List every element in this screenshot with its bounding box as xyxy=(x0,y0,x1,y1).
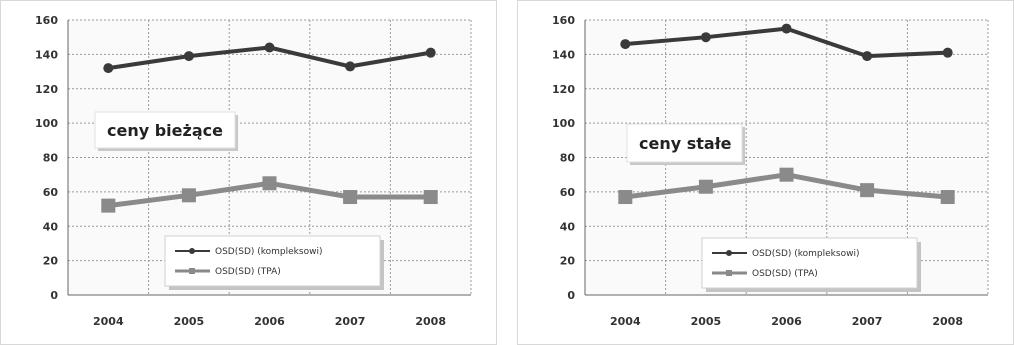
legend-entry: OSD(SD) (kompleksowi) xyxy=(752,249,859,259)
y-tick-label: 160 xyxy=(35,14,58,27)
chart-constant-prices: 0 20 40 60 80 100 120 140 160 2004 2005 2006 2007 200… xyxy=(517,0,1014,345)
data-point xyxy=(618,190,633,205)
chart-current-prices: 0 20 40 60 80 100 120 140 160 2004 2005 2006 2007 200… xyxy=(0,0,497,345)
y-tick-label: 160 xyxy=(552,14,575,27)
data-point xyxy=(862,51,873,62)
y-tick-label: 40 xyxy=(43,220,59,233)
y-tick-label: 0 xyxy=(567,289,575,302)
legend-swatch-marker xyxy=(189,268,195,274)
y-tick-label: 60 xyxy=(43,186,59,199)
legend-swatch-marker xyxy=(726,250,732,256)
data-point xyxy=(779,167,794,182)
y-tick-label: 140 xyxy=(552,48,575,61)
data-point xyxy=(264,42,275,53)
data-point xyxy=(940,190,955,205)
data-point xyxy=(620,39,631,50)
x-tick-label: 2008 xyxy=(415,315,446,328)
annotation-label: ceny bieżące xyxy=(107,121,223,140)
annotation-box xyxy=(94,111,236,149)
y-tick-label: 100 xyxy=(35,117,58,130)
data-point xyxy=(262,176,277,191)
y-tick-label: 100 xyxy=(552,117,575,130)
y-tick-label: 20 xyxy=(43,255,59,268)
chart-panel-constant-prices: 0 20 40 60 80 100 120 140 160 2004 2005 2006 2007 200… xyxy=(517,0,1014,345)
legend-box xyxy=(701,237,918,289)
x-tick-label: 2007 xyxy=(335,315,366,328)
y-tick-label: 80 xyxy=(43,152,59,165)
data-point xyxy=(343,190,358,205)
y-tick-label: 120 xyxy=(35,83,58,96)
legend-swatch-marker xyxy=(189,248,195,254)
data-point xyxy=(181,188,196,203)
legend-entry: OSD(SD) (kompleksowi) xyxy=(215,247,322,257)
legend-entry: OSD(SD) (TPA) xyxy=(215,267,281,277)
data-point xyxy=(781,23,792,34)
y-tick-label: 120 xyxy=(552,83,575,96)
data-point xyxy=(425,47,436,58)
x-tick-label: 2005 xyxy=(691,315,722,328)
x-tick-label: 2007 xyxy=(852,315,883,328)
x-tick-label: 2005 xyxy=(174,315,205,328)
x-tick-label: 2004 xyxy=(93,315,124,328)
data-point xyxy=(700,32,711,43)
legend-box xyxy=(164,235,381,287)
legend-entry: OSD(SD) (TPA) xyxy=(752,269,818,279)
data-point xyxy=(183,51,194,62)
y-tick-label: 80 xyxy=(560,152,576,165)
x-tick-label: 2008 xyxy=(932,315,963,328)
y-tick-label: 0 xyxy=(50,289,58,302)
annotation-label: ceny stałe xyxy=(639,134,732,153)
data-point xyxy=(345,61,356,72)
chart-panel-current-prices: 0 20 40 60 80 100 120 140 160 2004 2005 2006 2007 200… xyxy=(0,0,497,345)
data-point xyxy=(423,190,438,205)
x-tick-label: 2006 xyxy=(254,315,285,328)
x-tick-label: 2004 xyxy=(610,315,641,328)
data-point xyxy=(942,47,953,58)
data-point xyxy=(698,179,713,194)
data-point xyxy=(101,198,116,213)
y-tick-label: 20 xyxy=(560,255,576,268)
y-tick-label: 40 xyxy=(560,220,576,233)
data-point xyxy=(860,183,875,198)
data-point xyxy=(103,63,114,74)
legend-swatch-marker xyxy=(726,270,732,276)
x-tick-label: 2006 xyxy=(771,315,802,328)
y-tick-label: 60 xyxy=(560,186,576,199)
annotation-box xyxy=(626,123,743,163)
y-tick-label: 140 xyxy=(35,48,58,61)
